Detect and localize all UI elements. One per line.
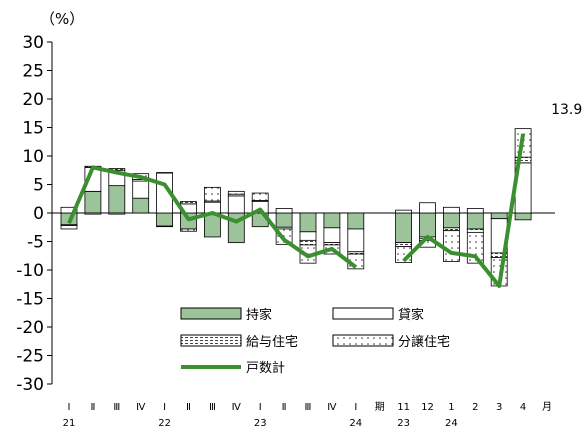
x-tick-label: 3 (496, 402, 502, 413)
bar-segment (84, 212, 102, 215)
x-tick-label: Ⅲ (209, 402, 216, 413)
bar-segment (323, 212, 341, 229)
bar-segment (156, 212, 174, 227)
bar-segment (299, 212, 317, 233)
y-tick-label: 0 (33, 204, 44, 224)
y-tick-label: 5 (33, 176, 44, 196)
x-tick-sublabel: 24 (445, 418, 458, 428)
y-tick-label: 10 (22, 147, 44, 167)
legend-label-rental: 貸家 (398, 307, 424, 323)
x-tick-label: Ⅰ (259, 402, 262, 413)
y-tick-label: -5 (27, 233, 44, 253)
bar-segment (395, 212, 413, 244)
total-line-segment (67, 165, 358, 269)
x-tick-label: 11 (397, 402, 410, 413)
y-axis: 30 25 20 15 10 5 0 -5 -10 -15 -20 -25 -30 (16, 33, 53, 395)
x-tick-label: 期 (375, 401, 385, 413)
bar-segment (466, 208, 484, 214)
legend-swatch-rental (332, 307, 394, 320)
bar-segment (180, 201, 197, 205)
bar-segment (419, 202, 436, 214)
bar-segment (60, 225, 78, 230)
bars-layer (60, 128, 532, 287)
y-tick-label: -15 (16, 290, 44, 310)
bar-segment (347, 212, 365, 230)
bar-segment (275, 208, 293, 214)
bar-segment (323, 227, 341, 244)
bar-segment (108, 185, 126, 214)
x-tick-sublabel: 23 (254, 418, 267, 428)
bar-segment (227, 195, 245, 214)
y-tick-label: 15 (22, 119, 44, 139)
y-tick-label: 30 (22, 33, 44, 53)
legend-swatch-condo (332, 334, 394, 347)
x-tick-label: Ⅳ (136, 402, 146, 413)
bar-segment (514, 212, 532, 221)
x-tick-label: Ⅰ (68, 402, 71, 413)
bar-segment (395, 209, 413, 214)
y-tick-label: 20 (22, 90, 44, 110)
bar-segment (132, 197, 150, 214)
annotations-layer: 13.9 (551, 102, 582, 118)
legend-label-total: 戸数計 (246, 360, 285, 376)
bar-segment (466, 228, 484, 233)
x-tick-label: Ⅲ (305, 402, 312, 413)
legend: 持家 貸家 給与住宅 分譲住宅 戸数計 (180, 307, 450, 376)
bar-segment (442, 227, 460, 232)
bar-segment (419, 212, 436, 238)
bar-segment (251, 192, 269, 201)
total-line-layer (67, 133, 526, 288)
y-tick-label: 25 (22, 62, 44, 82)
bar-segment (299, 239, 317, 246)
x-tick-label: Ⅱ (282, 402, 287, 413)
y-tick-label: -10 (16, 261, 44, 281)
x-tick-label: Ⅰ (163, 402, 166, 413)
y-tick-label: -20 (16, 318, 44, 338)
x-tick-label: 1 (448, 402, 454, 413)
bar-segment (490, 212, 508, 220)
bar-segment (156, 225, 174, 228)
x-tick-label: Ⅱ (186, 402, 191, 413)
y-tick-label: -30 (16, 375, 44, 395)
y-tick-label: -25 (16, 347, 44, 367)
x-tick-label: Ⅱ (90, 402, 95, 413)
bar-segment (442, 212, 460, 229)
x-tick-sublabel: 24 (349, 418, 362, 428)
bar-segment (275, 212, 293, 228)
x-tick-sublabel: 23 (397, 418, 410, 428)
legend-label-owned: 持家 (246, 307, 272, 323)
bar-segment (347, 228, 365, 253)
bar-segment (203, 186, 221, 202)
unit-label: （%） (40, 10, 84, 28)
bar-segment (227, 190, 245, 195)
x-tick-sublabel: 21 (63, 418, 76, 428)
legend-label-issued: 給与住宅 (246, 335, 298, 350)
x-tick-sublabel: 22 (158, 418, 171, 428)
x-tick-label: 2 (472, 402, 478, 413)
x-tick-label: Ⅳ (232, 402, 242, 413)
total-line-segment (402, 133, 526, 288)
bar-segment (60, 206, 78, 214)
x-tick-label: Ⅰ (354, 402, 357, 413)
bar-segment (442, 206, 460, 214)
x-tick-label: Ⅲ (113, 402, 120, 413)
bar-segment (156, 172, 174, 174)
legend-label-condo: 分譲住宅 (398, 334, 450, 350)
bar-segment (299, 231, 317, 241)
bar-segment (442, 230, 460, 262)
x-tick-label: Ⅳ (327, 402, 337, 413)
bar-segment (108, 212, 126, 215)
data-label-april: 13.9 (551, 102, 582, 118)
x-tick-label: 4 (520, 402, 526, 413)
legend-swatch-issued (180, 334, 242, 347)
bar-segment (132, 180, 150, 199)
bar-segment (84, 190, 102, 214)
bar-segment (180, 228, 197, 232)
legend-swatch-owned (180, 307, 242, 320)
bar-segment (466, 212, 484, 230)
bar-segment (395, 242, 413, 248)
x-tick-label: 月 (542, 401, 552, 413)
x-tick-label: 12 (421, 402, 434, 413)
